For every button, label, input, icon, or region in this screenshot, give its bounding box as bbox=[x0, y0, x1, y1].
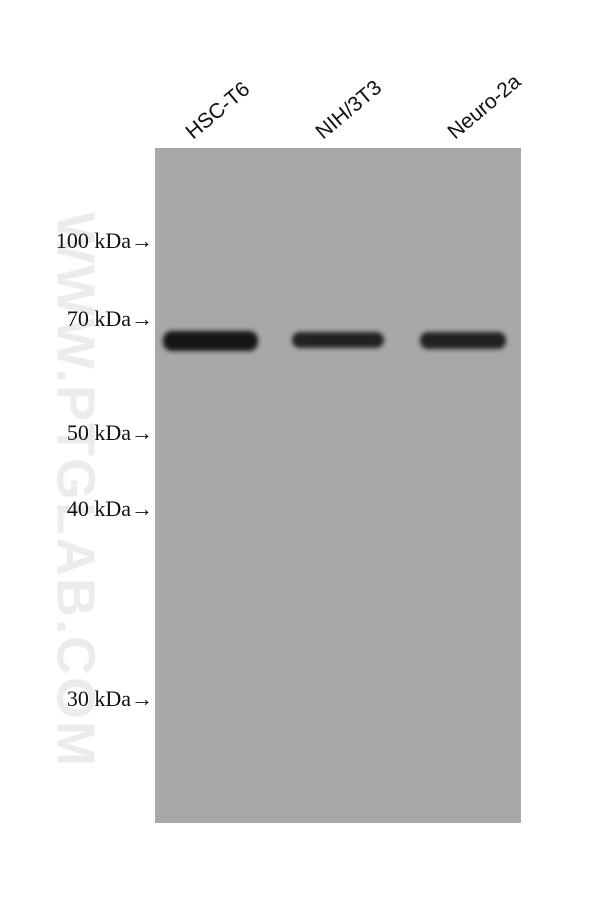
lane-label: NIH/3T3 bbox=[311, 76, 386, 144]
marker-label: 30 kDa→ bbox=[67, 686, 153, 711]
bands bbox=[163, 331, 506, 351]
band bbox=[163, 331, 258, 351]
blot-membrane bbox=[155, 148, 521, 823]
band bbox=[420, 332, 506, 349]
lane-label: Neuro-2a bbox=[443, 70, 525, 144]
marker-label: 70 kDa→ bbox=[67, 306, 153, 331]
watermark: WWW.PTGLAB.COM bbox=[46, 212, 106, 768]
lane-label: HSC-T6 bbox=[181, 77, 254, 143]
marker-label: 100 kDa→ bbox=[56, 228, 153, 253]
band bbox=[292, 332, 384, 348]
marker-label: 50 kDa→ bbox=[67, 420, 153, 445]
marker-label: 40 kDa→ bbox=[67, 496, 153, 521]
